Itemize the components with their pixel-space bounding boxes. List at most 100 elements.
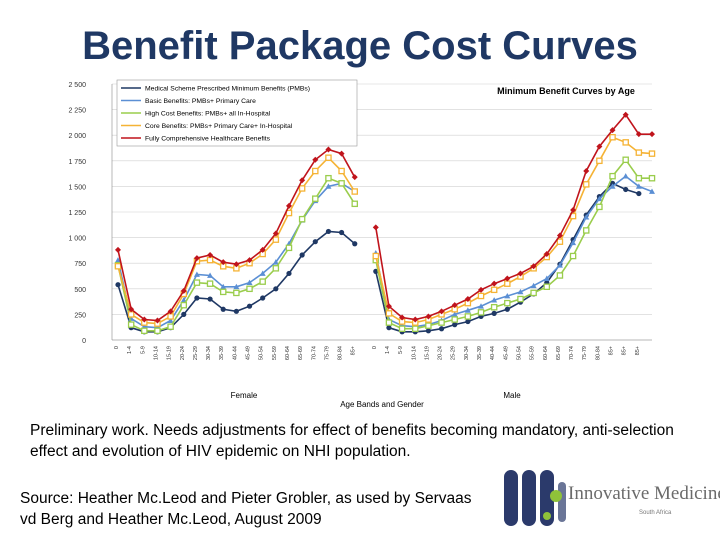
data-point: [167, 308, 174, 315]
data-point: [272, 259, 279, 265]
data-point: [570, 239, 577, 246]
data-point: [233, 261, 240, 268]
data-point: [596, 157, 603, 165]
data-point: [207, 296, 213, 302]
data-point: [219, 288, 227, 296]
data-point: [635, 149, 643, 156]
data-point: [325, 183, 332, 189]
data-point: [167, 313, 174, 320]
data-point: [648, 174, 656, 182]
data-point: [312, 195, 319, 202]
data-point: [464, 296, 471, 303]
x-tick-label: 30-34: [464, 346, 470, 360]
data-point: [372, 224, 379, 231]
data-point: [425, 313, 432, 320]
data-point: [556, 262, 563, 268]
legend-label: Basic Benefits: PMBs+ Primary Care: [145, 98, 256, 105]
data-point: [220, 283, 227, 290]
data-point: [299, 177, 306, 184]
data-point: [325, 154, 332, 161]
data-point: [193, 255, 200, 262]
x-tick-label: 25-29: [193, 346, 199, 360]
data-point: [570, 206, 577, 213]
data-point: [530, 289, 537, 297]
legend-label: Fully Comprehensive Healthcare Benefits: [145, 136, 271, 143]
data-point: [504, 299, 511, 307]
x-tick-label: 55-59: [530, 346, 536, 360]
data-point: [412, 316, 419, 323]
x-tick-label: 0: [114, 346, 120, 349]
x-tick-label: 60-64: [543, 346, 549, 360]
x-tick-label: 65-69: [298, 346, 304, 360]
data-point: [491, 310, 497, 316]
data-point: [622, 156, 629, 164]
data-point: [272, 236, 280, 243]
data-point: [504, 280, 511, 287]
data-point: [325, 228, 332, 235]
y-tick-label: 250: [74, 312, 86, 319]
data-point: [635, 131, 642, 138]
data-point: [194, 295, 200, 301]
data-point: [596, 143, 603, 150]
data-point: [154, 317, 161, 324]
data-point: [464, 313, 472, 320]
data-point: [141, 327, 148, 335]
y-axis: 0 250 500 750 1 000 1 250 1 500 1 750 2 000 2 250…: [68, 82, 652, 345]
x-tick-label: 65-69: [556, 346, 562, 360]
data-point: [180, 301, 188, 309]
x-axis: 0 1-4 5-9 10-14 15-19 20-24 25-29 30-34 35-39 40-…: [114, 346, 641, 360]
data-point: [338, 229, 345, 236]
data-point: [412, 325, 419, 332]
data-point: [352, 241, 358, 247]
data-point: [583, 214, 590, 220]
x-tick-label: 40-44: [232, 346, 238, 360]
series-line-male: [375, 136, 653, 324]
data-point: [273, 286, 279, 292]
data-point: [451, 316, 458, 323]
data-point: [517, 288, 524, 295]
data-point: [649, 188, 655, 194]
data-point: [128, 306, 135, 313]
x-tick-label: 60-64: [285, 346, 291, 360]
data-point: [464, 307, 471, 313]
data-point: [286, 270, 292, 277]
x-tick-label: 50-54: [516, 346, 522, 360]
data-point: [543, 250, 550, 257]
data-point: [351, 188, 358, 195]
data-point: [477, 292, 485, 300]
series-line-male: [375, 158, 652, 330]
x-tick-label: 25-29: [451, 346, 457, 360]
data-point: [272, 265, 280, 272]
data-point: [504, 275, 511, 282]
y-tick-label: 1 500: [68, 184, 86, 191]
data-point: [452, 322, 458, 328]
x-tick-label: 1-4: [127, 346, 133, 354]
data-point: [609, 172, 616, 180]
x-tick-label: 70-74: [569, 346, 575, 360]
data-point: [438, 319, 445, 326]
data-point: [385, 319, 393, 326]
legend-label: High Cost Benefits: PMBs+ all In-Hospita…: [145, 111, 271, 118]
data-point: [530, 282, 537, 289]
data-point: [451, 311, 458, 317]
x-tick-label: 85+: [351, 346, 357, 355]
data-point: [115, 246, 121, 253]
innovative-medicines-logo: [504, 470, 566, 526]
data-point: [530, 263, 537, 270]
x-tick-label: 15-19: [167, 346, 173, 360]
legend: Medical Scheme Prescribed Minimum Benefi…: [116, 79, 358, 147]
data-point: [438, 326, 445, 332]
chart-title: Minimum Benefit Curves by Age: [497, 86, 635, 96]
x-tick-label: 85+: [622, 346, 628, 355]
data-point: [246, 303, 253, 309]
y-tick-label: 2 000: [68, 133, 86, 140]
x-tick-label: 0: [372, 346, 378, 349]
group-label-male: Male: [503, 391, 521, 400]
data-point: [233, 283, 240, 290]
data-point: [438, 308, 445, 315]
x-tick-label: 30-34: [206, 346, 212, 360]
x-tick-label: 85+: [609, 346, 615, 355]
x-tick-label: 5-9: [140, 346, 146, 354]
data-point: [325, 174, 332, 182]
y-tick-label: 1 000: [68, 236, 86, 243]
